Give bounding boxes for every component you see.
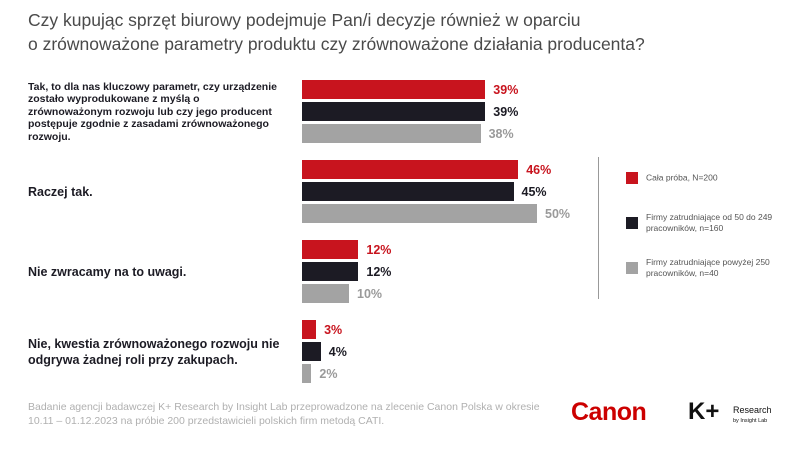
canon-logo: Canon <box>571 398 647 426</box>
value-label: 12% <box>366 264 392 279</box>
bar <box>302 182 514 201</box>
legend-swatch <box>626 172 638 184</box>
value-label: 38% <box>488 126 514 141</box>
value-label: 50% <box>545 206 571 221</box>
bar <box>302 124 481 143</box>
source-note: Badanie agencji badawczej K+ Research by… <box>28 401 540 427</box>
kplus-logo: K+ <box>688 398 720 425</box>
value-label: 2% <box>319 366 338 381</box>
category-label: Nie, kwestia zrównoważonego rozwoju nie … <box>28 336 280 367</box>
insight-logo: by Insight Lab <box>733 418 768 424</box>
value-label: 4% <box>328 344 347 359</box>
legend-divider <box>598 157 599 299</box>
value-label: 45% <box>521 184 547 199</box>
bar <box>302 364 312 383</box>
chart-title: Czy kupując sprzęt biurowy podejmuje Pan… <box>28 10 581 30</box>
bar <box>302 262 359 281</box>
bar <box>302 320 317 339</box>
value-label: 46% <box>526 162 552 177</box>
value-label: 39% <box>493 104 519 119</box>
bar <box>302 342 321 361</box>
value-label: 39% <box>493 82 519 97</box>
bar <box>302 240 359 259</box>
value-label: 10% <box>357 286 383 301</box>
bar <box>302 284 349 303</box>
category-label: Raczej tak. <box>28 184 93 199</box>
value-label: 3% <box>324 322 343 337</box>
legend-label: Cała próba, N=200 <box>646 172 718 183</box>
legend-swatch <box>626 262 638 274</box>
bar <box>302 80 486 99</box>
legend-label: Firmy zatrudniające powyżej 250 pracowni… <box>646 257 770 278</box>
research-logo: Research <box>733 405 772 415</box>
bar <box>302 204 537 223</box>
value-label: 12% <box>366 242 392 257</box>
bar <box>302 102 486 121</box>
category-label: Nie zwracamy na to uwagi. <box>28 264 187 279</box>
bar <box>302 160 519 179</box>
category-label: Tak, to dla nas kluczowy parametr, czy u… <box>28 80 277 143</box>
chart-title: o zrównoważone parametry produktu czy zr… <box>28 34 645 54</box>
legend-swatch <box>626 217 638 229</box>
legend-label: Firmy zatrudniające od 50 do 249 pracown… <box>646 212 773 233</box>
